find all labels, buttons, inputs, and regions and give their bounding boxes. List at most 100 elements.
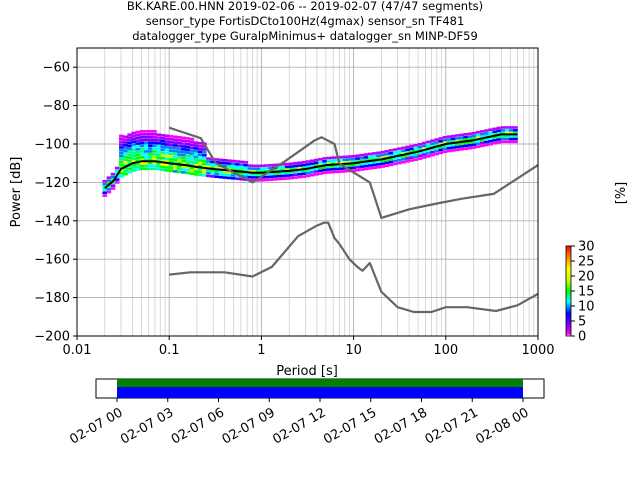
- psd-cell: [202, 162, 207, 166]
- psd-cell: [438, 140, 444, 143]
- psd-cell: [206, 174, 211, 178]
- psd-cell: [513, 137, 518, 141]
- colorbar-tick-label: 20: [578, 270, 595, 285]
- psd-cell: [160, 159, 166, 163]
- psd-cell: [123, 164, 128, 167]
- psd-cell: [123, 172, 128, 176]
- psd-cell: [226, 173, 232, 177]
- psd-cell: [293, 167, 298, 171]
- psd-cell: [426, 155, 431, 158]
- psd-cell: [119, 151, 124, 155]
- psd-cell: [156, 136, 161, 139]
- psd-cell: [139, 158, 145, 162]
- colorbar-tick-label: 10: [578, 300, 595, 315]
- psd-cell: [363, 164, 369, 168]
- psd-cell: [397, 150, 402, 153]
- psd-cell: [168, 152, 174, 155]
- psd-cell: [450, 143, 456, 146]
- psd-cell: [475, 133, 481, 137]
- psd-cell: [164, 160, 170, 164]
- psd-cell: [463, 147, 469, 151]
- psd-cell: [367, 167, 373, 170]
- psd-cell: [504, 137, 510, 141]
- psd-cell: [139, 155, 145, 159]
- psd-cell: [148, 164, 153, 168]
- psd-cell: [156, 165, 161, 168]
- psd-cell: [347, 155, 352, 158]
- psd-cell: [446, 135, 452, 138]
- psd-cell: [330, 170, 336, 174]
- psd-cell: [131, 134, 137, 138]
- psd-cell: [351, 169, 356, 172]
- psd-cell: [251, 164, 257, 168]
- psd-cell: [127, 170, 132, 174]
- psd-cell: [114, 166, 120, 170]
- psd-cell: [160, 151, 166, 154]
- psd-cell: [314, 161, 319, 165]
- psd-cell: [127, 139, 132, 142]
- psd-cell: [160, 154, 166, 157]
- psd-cell: [351, 163, 356, 167]
- psd-cell: [206, 163, 211, 166]
- psd-cell: [160, 162, 166, 166]
- psd-cell: [206, 157, 211, 160]
- psd-cell: [343, 158, 348, 162]
- psd-cell: [376, 157, 381, 160]
- psd-cell: [367, 152, 373, 156]
- psd-cell: [326, 171, 332, 174]
- psd-cell: [243, 166, 249, 170]
- psd-cell: [222, 176, 228, 179]
- psd-cell: [504, 134, 510, 138]
- psd-cell: [160, 139, 166, 143]
- psd-cell: [206, 160, 211, 163]
- psd-cell: [156, 150, 161, 154]
- psd-cell: [492, 130, 498, 134]
- psd-cell: [305, 168, 311, 172]
- psd-cell: [143, 150, 149, 153]
- psd-cell: [177, 141, 182, 145]
- psd-cell: [513, 129, 518, 132]
- psd-cell: [363, 167, 369, 171]
- psd-cell: [131, 137, 137, 141]
- psd-cell: [193, 158, 199, 162]
- psd-cell: [488, 134, 493, 137]
- psd-cell: [392, 156, 398, 160]
- psd-cell: [446, 138, 452, 141]
- psd-cell: [446, 141, 452, 144]
- psd-cell: [297, 164, 303, 167]
- psd-cell: [164, 134, 170, 138]
- psd-cell: [409, 156, 415, 159]
- psd-cell: [309, 170, 315, 174]
- psd-cell: [197, 164, 203, 168]
- psd-cell: [463, 138, 469, 142]
- psd-cell: [285, 174, 290, 177]
- psd-cell: [247, 172, 253, 176]
- psd-cell: [475, 130, 481, 134]
- psd-cell: [260, 170, 265, 173]
- psd-cell: [388, 157, 394, 161]
- y-tick-label: −160: [34, 253, 70, 268]
- psd-cell: [343, 164, 348, 167]
- psd-cell: [338, 158, 344, 162]
- psd-cell: [471, 146, 477, 149]
- psd-cell: [119, 160, 124, 164]
- x-axis-label: Period [s]: [276, 364, 338, 379]
- psd-cell: [351, 160, 356, 164]
- psd-cell: [152, 141, 157, 145]
- psd-cell: [322, 168, 327, 172]
- psd-cell: [434, 144, 439, 147]
- psd-cell: [114, 181, 120, 184]
- psd-cell: [164, 140, 170, 143]
- psd-cell: [343, 161, 348, 164]
- psd-cell: [455, 148, 460, 152]
- psd-cell: [119, 154, 124, 158]
- psd-cell: [326, 165, 332, 168]
- psd-cell: [231, 159, 236, 163]
- psd-cell: [131, 154, 137, 158]
- psd-cell: [131, 131, 137, 135]
- psd-cell: [218, 167, 224, 170]
- psd-cell: [185, 157, 191, 160]
- psd-cell: [119, 172, 124, 175]
- psd-cell: [177, 136, 182, 139]
- psd-cell: [455, 142, 460, 146]
